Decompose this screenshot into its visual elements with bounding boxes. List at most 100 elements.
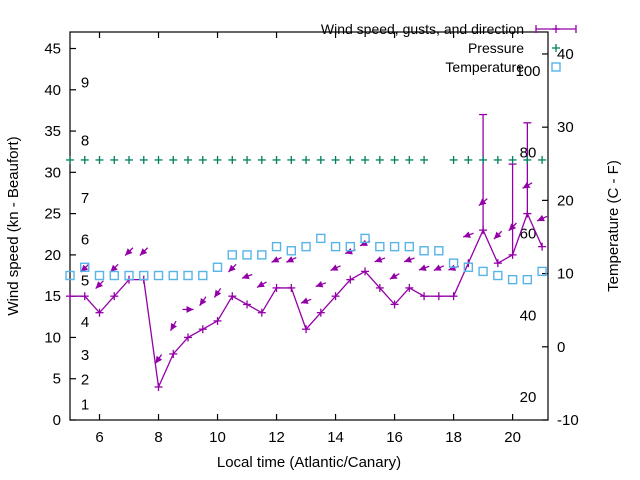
x-tick-label: 16 [386, 429, 403, 446]
y-axis-title: Wind speed (kn - Beaufort) [5, 136, 22, 315]
legend-sample-square [551, 62, 561, 72]
temperature-marker [198, 270, 208, 281]
y2-tick-label: 20 [557, 192, 574, 209]
legend-label-2: Temperature [445, 59, 524, 75]
temperature-marker [419, 246, 429, 256]
beaufort-label: 3 [81, 347, 89, 364]
fahrenheit-label: 100 [515, 63, 540, 80]
beaufort-label: 8 [81, 132, 89, 149]
x-tick-label: 6 [95, 429, 103, 446]
wind-direction-arrow-icon [124, 247, 134, 257]
y-tick-label: 45 [44, 41, 61, 58]
wind-direction-arrow-icon [330, 264, 341, 272]
wind-direction-arrow-icon [256, 280, 267, 288]
wind-direction-arrow-icon [139, 247, 149, 257]
temperature-marker [227, 250, 237, 260]
beaufort-label: 4 [81, 314, 89, 331]
legend-label-1: Pressure [468, 40, 524, 56]
wind-direction-arrow-icon [199, 296, 207, 307]
wind-direction-arrow-icon [508, 222, 517, 232]
temperature-marker [257, 250, 267, 260]
temperature-marker [478, 266, 488, 277]
temperature-marker [139, 270, 149, 281]
temperature-marker [537, 266, 547, 277]
wind-direction-arrow-icon [169, 320, 177, 332]
wind-direction-arrow-icon [478, 198, 488, 207]
y2-tick-label: 10 [557, 266, 574, 283]
y-tick-label: 20 [44, 247, 61, 264]
temperature-marker [360, 233, 370, 244]
wind-direction-arrow-icon [536, 214, 548, 222]
y2-tick-label: 30 [557, 119, 574, 136]
temperature-marker [271, 241, 282, 252]
temperature-marker [286, 246, 296, 256]
temperature-marker [507, 274, 518, 285]
x-tick-label: 20 [504, 429, 521, 446]
wind-direction-arrow-icon [418, 264, 430, 271]
temperature-marker [94, 270, 105, 281]
wind-direction-arrow-icon [374, 256, 386, 263]
y2-tick-label: 40 [557, 46, 574, 63]
temperature-marker [316, 233, 326, 244]
y-tick-label: 30 [44, 164, 61, 181]
wind-direction-arrow-icon [300, 297, 312, 304]
beaufort-label: 5 [81, 273, 89, 290]
temperature-marker [301, 241, 311, 252]
plot-border [69, 31, 549, 421]
beaufort-label: 2 [81, 372, 89, 389]
wind-direction-arrow-icon [315, 280, 327, 288]
wind-direction-arrow-icon [493, 230, 503, 240]
x-tick-label: 12 [268, 429, 285, 446]
temperature-marker [493, 270, 503, 281]
y-tick-label: 5 [53, 371, 61, 388]
temperature-marker [183, 270, 193, 281]
fahrenheit-label: 80 [520, 144, 537, 161]
wind-direction-arrow-icon [462, 231, 474, 238]
y-tick-label: 40 [44, 82, 61, 99]
x-tick-label: 18 [445, 429, 462, 446]
temperature-marker [80, 262, 90, 272]
temperature-marker [434, 246, 444, 256]
x-tick-label: 14 [327, 429, 344, 446]
x-tick-label: 8 [154, 429, 162, 446]
y2-axis-title: Temperature (C - F) [605, 160, 622, 292]
temperature-marker [330, 241, 341, 252]
y2-tick-label: 0 [557, 339, 565, 356]
y-tick-label: 15 [44, 288, 61, 305]
wind-direction-arrow-icon [182, 306, 194, 313]
wind-direction-arrow-icon [522, 181, 533, 189]
legend-label-0: Wind speed, gusts, and direction [321, 21, 524, 37]
wind-direction-arrow-icon [95, 280, 104, 290]
fahrenheit-label: 20 [520, 389, 537, 406]
wind-direction-arrow-icon [241, 272, 253, 280]
temperature-marker [65, 270, 75, 281]
temperature-marker [448, 258, 459, 268]
temperature-marker [345, 241, 356, 252]
y2-tick-label: -10 [557, 412, 579, 429]
temperature-marker [404, 241, 415, 252]
y-tick-label: 10 [44, 329, 61, 346]
x-tick-label: 10 [209, 429, 226, 446]
fahrenheit-label: 40 [520, 308, 537, 325]
beaufort-label: 6 [81, 231, 89, 248]
wind-direction-arrow-icon [286, 256, 297, 263]
temperature-marker [522, 274, 533, 285]
y-tick-label: 35 [44, 123, 61, 140]
temperature-marker [389, 241, 400, 252]
temperature-marker [153, 270, 164, 281]
temperature-marker [375, 241, 385, 252]
wind-direction-arrow-icon [154, 354, 163, 364]
wind-direction-arrow-icon [433, 264, 445, 272]
temperature-marker [124, 270, 134, 281]
y-tick-label: 25 [44, 206, 61, 223]
beaufort-label: 1 [81, 396, 89, 413]
wind-direction-arrow-icon [109, 263, 119, 273]
wind-direction-arrow-icon [227, 263, 237, 273]
wind-direction-arrow-icon [403, 256, 415, 263]
temperature-marker [109, 270, 119, 281]
y-tick-label: 0 [53, 412, 61, 429]
temperature-marker [242, 250, 252, 260]
wind-direction-arrow-icon [271, 256, 282, 263]
